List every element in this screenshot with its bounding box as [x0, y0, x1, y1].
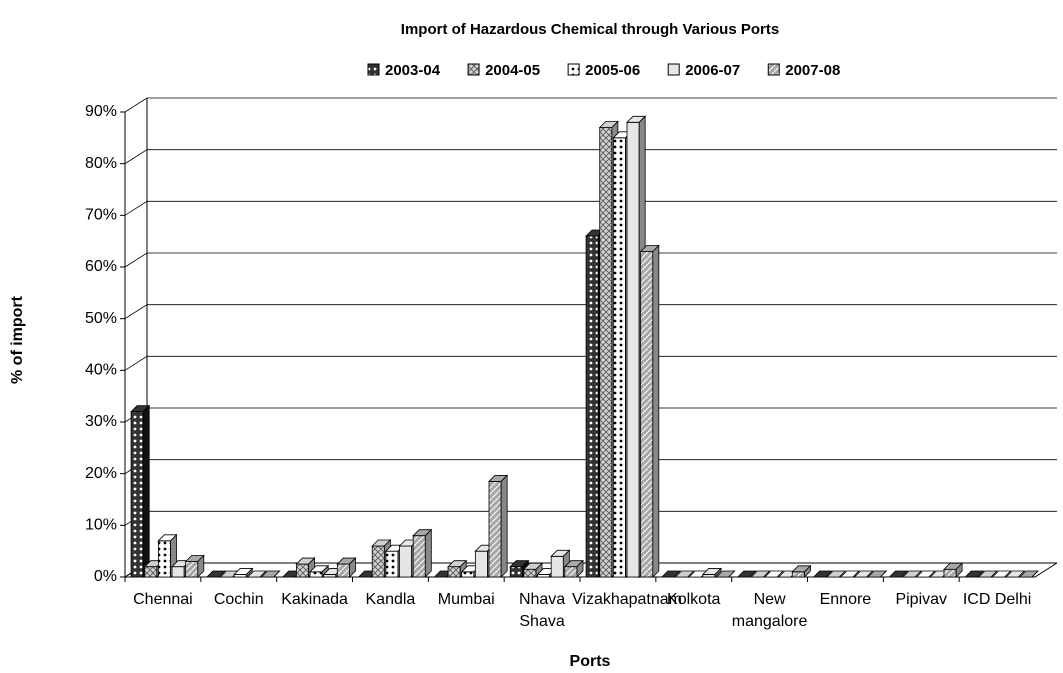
bar	[639, 244, 660, 578]
x-tick-label: Nhava Shava	[518, 591, 566, 630]
legend-label: 2005-06	[585, 62, 640, 79]
bar	[812, 570, 833, 578]
legend-swatch	[667, 63, 680, 76]
x-tick-label: Pipivav	[895, 591, 948, 608]
grid-line	[124, 149, 1057, 165]
y-tick-label: 0%	[94, 568, 117, 585]
bar	[964, 570, 985, 578]
x-tick-label: New mangalore	[731, 591, 808, 630]
x-tick-label: Kolkota	[667, 591, 721, 608]
legend-swatch	[567, 63, 580, 76]
bar	[488, 474, 509, 578]
bar	[853, 570, 874, 578]
legend-swatch	[367, 63, 380, 76]
x-axis-label: Ports	[570, 653, 611, 670]
bar	[750, 570, 771, 578]
bar	[336, 557, 357, 578]
y-tick-label: 10%	[85, 517, 117, 534]
bar	[1018, 570, 1039, 578]
x-tick-label: ICD Delhi	[962, 591, 1032, 608]
x-tick-label: Ennore	[819, 591, 872, 608]
y-tick-label: 70%	[85, 207, 117, 224]
bar	[888, 570, 909, 578]
x-tick-label: Kandla	[365, 591, 416, 608]
bar	[902, 570, 923, 578]
chart-title: Import of Hazardous Chemical through Var…	[401, 21, 779, 38]
y-tick-label: 30%	[85, 413, 117, 430]
bar	[943, 562, 964, 578]
y-tick-label: 90%	[85, 103, 117, 120]
y-tick-label: 80%	[85, 155, 117, 172]
bar	[715, 570, 736, 578]
y-axis-label: % of import	[9, 295, 26, 384]
grid-line	[124, 304, 1057, 320]
x-tick-label: Mumbai	[437, 591, 495, 608]
legend-label: 2004-05	[485, 62, 540, 79]
y-tick-label: 40%	[85, 362, 117, 379]
x-tick-label: Chennai	[133, 591, 193, 608]
grid-line	[124, 200, 1057, 216]
bar	[412, 528, 433, 578]
bar	[764, 570, 785, 578]
bar	[736, 570, 757, 578]
bar	[233, 567, 254, 578]
bar	[791, 564, 812, 578]
x-tick-label: Cochin	[213, 591, 264, 608]
bar	[130, 404, 151, 578]
bar	[867, 570, 888, 578]
bar	[660, 570, 682, 578]
legend-swatch	[467, 63, 480, 76]
bar	[991, 570, 1012, 578]
bar	[674, 570, 695, 578]
bar	[563, 559, 584, 578]
x-tick-label: Vizakhapatnam	[572, 591, 682, 608]
y-tick-label: 20%	[85, 465, 117, 482]
legend: 2003-04 2004-05 2005-06 2006-07 2007-08	[367, 62, 840, 79]
bar	[977, 570, 998, 578]
grid-line	[124, 355, 1057, 371]
bar	[1005, 570, 1026, 578]
legend-swatch	[767, 63, 780, 76]
y-tick-label: 50%	[85, 310, 117, 327]
x-tick-label: Kakinada	[281, 591, 348, 608]
legend-label: 2003-04	[385, 62, 441, 79]
bar	[260, 570, 281, 578]
bar	[205, 570, 227, 578]
grid-line	[124, 97, 1057, 113]
bar	[915, 570, 936, 578]
legend-label: 2006-07	[685, 62, 740, 79]
legend-label: 2007-08	[785, 62, 840, 79]
bar	[246, 570, 267, 578]
y-tick-label: 60%	[85, 258, 117, 275]
bar	[839, 570, 860, 578]
bar	[522, 562, 543, 578]
grid-line	[124, 252, 1057, 268]
bar	[701, 567, 722, 578]
bar	[184, 554, 205, 578]
bar	[157, 533, 178, 578]
bar	[826, 570, 847, 578]
